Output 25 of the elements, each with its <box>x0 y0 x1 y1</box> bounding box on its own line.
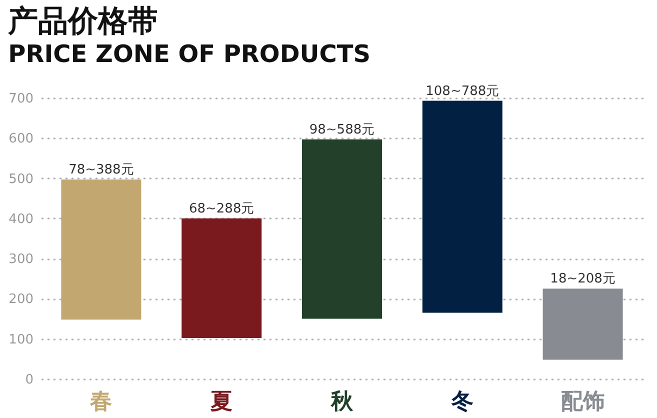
annotation: 78~388元 <box>68 162 134 178</box>
bar <box>182 218 262 338</box>
bar <box>422 100 502 313</box>
bar <box>542 288 623 360</box>
x-tick-label: 冬 <box>450 390 474 414</box>
y-tick-label: 700 <box>8 92 34 106</box>
chart-title: 产品价格带 <box>7 4 158 39</box>
x-tick-label: 配饰 <box>560 390 605 414</box>
annotation: 18~208元 <box>550 272 616 287</box>
y-tick-label: 400 <box>8 212 34 227</box>
annotation: 68~288元 <box>188 201 254 216</box>
y-tick-label: 200 <box>8 292 34 308</box>
x-tick-label: 秋 <box>330 390 354 414</box>
annotation: 98~588元 <box>309 122 375 138</box>
bar <box>61 179 142 320</box>
chart-subtitle: PRICE ZONE OF PRODUCTS <box>8 40 370 68</box>
y-tick-label: 300 <box>8 252 34 268</box>
y-tick-label: 600 <box>8 132 34 147</box>
x-tick-label: 春 <box>89 390 112 414</box>
annotation: 108~788元 <box>426 84 500 99</box>
x-tick-label: 夏 <box>210 390 233 414</box>
y-tick-label: 100 <box>8 332 34 348</box>
y-tick-label: 500 <box>8 172 34 187</box>
y-tick-label: 0 <box>25 372 34 388</box>
bar <box>302 139 382 319</box>
